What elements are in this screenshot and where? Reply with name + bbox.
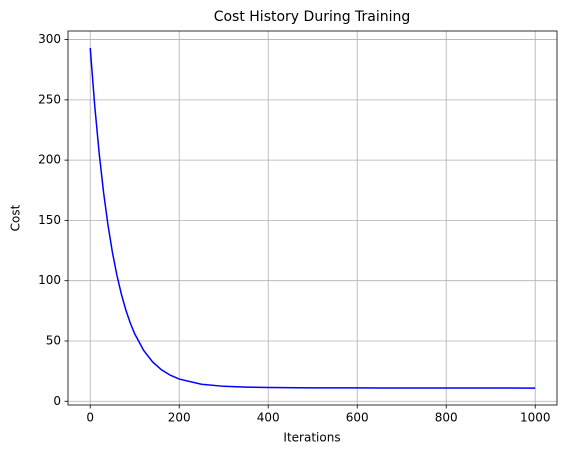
y-axis-label: Cost (9, 204, 23, 231)
y-tick-label: 300 (38, 32, 61, 46)
x-tick-label: 1000 (520, 411, 551, 425)
x-tick-label: 800 (435, 411, 458, 425)
y-tick-label: 250 (38, 92, 61, 106)
chart-title: Cost History During Training (214, 9, 411, 25)
y-tick-label: 50 (46, 333, 61, 347)
x-tick-label: 600 (346, 411, 369, 425)
y-tick-label: 100 (38, 273, 61, 287)
x-tick-label: 400 (257, 411, 280, 425)
x-tick-label: 0 (86, 411, 94, 425)
plot-frame (67, 30, 558, 406)
y-tick-label: 0 (53, 394, 61, 408)
y-tick-label: 200 (38, 153, 61, 167)
data-line (89, 47, 536, 389)
x-axis-label: Iterations (283, 431, 340, 445)
x-tick-label: 200 (168, 411, 191, 425)
y-tick-label: 150 (38, 213, 61, 227)
